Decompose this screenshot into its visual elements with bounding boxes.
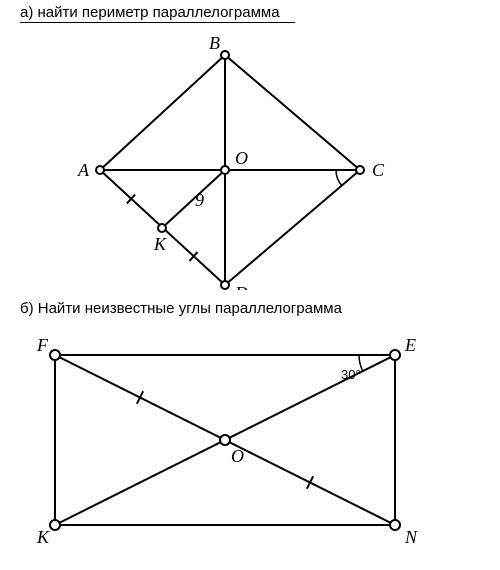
svg-text:B: B — [209, 33, 220, 53]
svg-text:30°: 30° — [341, 367, 361, 382]
task-b-text: б) Найти неизвестные углы параллелограмм… — [20, 300, 342, 317]
svg-text:F: F — [36, 335, 49, 355]
svg-text:9: 9 — [195, 190, 204, 210]
svg-text:O: O — [231, 446, 244, 466]
svg-text:A: A — [77, 160, 90, 180]
svg-text:N: N — [404, 527, 418, 547]
svg-text:C: C — [372, 160, 385, 180]
svg-text:O: O — [235, 148, 248, 168]
diagram-b: 30° F E N K O — [0, 325, 500, 570]
svg-text:K: K — [153, 234, 167, 254]
diagram-a: 9 A B C D O K — [0, 30, 500, 290]
task-a-text: а) найти периметр параллелограмма — [20, 4, 280, 21]
svg-text:E: E — [404, 335, 416, 355]
svg-text:D: D — [234, 283, 248, 290]
svg-text:K: K — [36, 527, 50, 547]
task-a-underline — [20, 22, 295, 23]
page: { "task_a": { "text": "а) найти периметр… — [0, 0, 500, 570]
